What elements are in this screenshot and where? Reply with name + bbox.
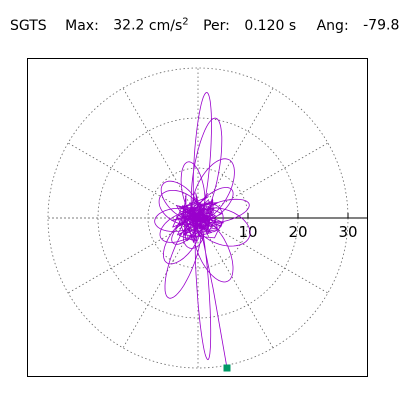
grid-spoke-330 [197, 217, 329, 294]
angle-label: Ang: [316, 17, 349, 34]
grid-spoke-150 [67, 142, 199, 219]
max-label: Max: [65, 17, 99, 34]
end-marker-layer [223, 364, 231, 372]
radial-axis: 10 20 30 [198, 213, 367, 241]
grid-spoke-300 [197, 217, 274, 349]
radial-tick-label-10: 10 [238, 223, 257, 241]
radial-tick-label-30: 30 [338, 223, 357, 241]
plot-frame: 10 20 30 [27, 58, 368, 377]
max-value: 32.2 [113, 17, 145, 34]
chart-header: SGTS Max: 32.2 cm/s2 Per: 0.120 s Ang: -… [10, 16, 399, 34]
max-unit: cm/s2 [148, 16, 189, 34]
grid-spoke-30 [197, 142, 329, 219]
particle-motion-trace [154, 92, 251, 369]
particle-motion-path [154, 92, 251, 369]
grid-spoke-210 [67, 217, 199, 294]
angle-value: -79.8 [363, 17, 400, 34]
grid-spoke-60 [197, 87, 274, 219]
period-label: Per: [203, 17, 230, 34]
radial-tick-label-20: 20 [288, 223, 307, 241]
end-point-marker [223, 364, 231, 372]
period-value: 0.120 s [244, 17, 297, 34]
station-code: SGTS [10, 17, 47, 34]
grid-spoke-120 [122, 87, 199, 219]
grid-spoke-240 [122, 217, 199, 349]
polar-plot: 10 20 30 [47, 67, 367, 372]
